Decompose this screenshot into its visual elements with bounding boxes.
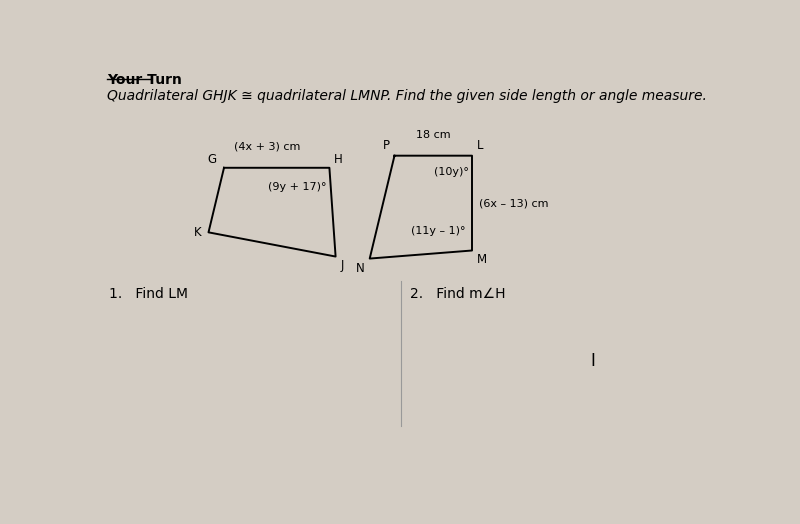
Text: J: J <box>341 258 344 271</box>
Text: 18 cm: 18 cm <box>416 130 450 140</box>
Text: N: N <box>356 262 365 275</box>
Text: (9y + 17)°: (9y + 17)° <box>268 182 326 192</box>
Text: P: P <box>382 139 390 151</box>
Text: (11y – 1)°: (11y – 1)° <box>411 226 466 236</box>
Text: M: M <box>477 253 487 266</box>
Text: I: I <box>590 353 595 370</box>
Text: (6x – 13) cm: (6x – 13) cm <box>479 198 549 208</box>
Text: 2.   Find m∠H: 2. Find m∠H <box>410 287 506 301</box>
Text: H: H <box>334 153 343 166</box>
Text: G: G <box>207 153 217 166</box>
Text: 1.   Find LM: 1. Find LM <box>110 287 188 301</box>
Text: (10y)°: (10y)° <box>434 167 469 177</box>
Text: L: L <box>477 139 483 151</box>
Text: Your Turn: Your Turn <box>107 73 182 87</box>
Text: Quadrilateral GHJK ≅ quadrilateral LMNP. Find the given side length or angle mea: Quadrilateral GHJK ≅ quadrilateral LMNP.… <box>107 89 707 103</box>
Text: K: K <box>194 226 201 239</box>
Text: (4x + 3) cm: (4x + 3) cm <box>234 141 301 151</box>
